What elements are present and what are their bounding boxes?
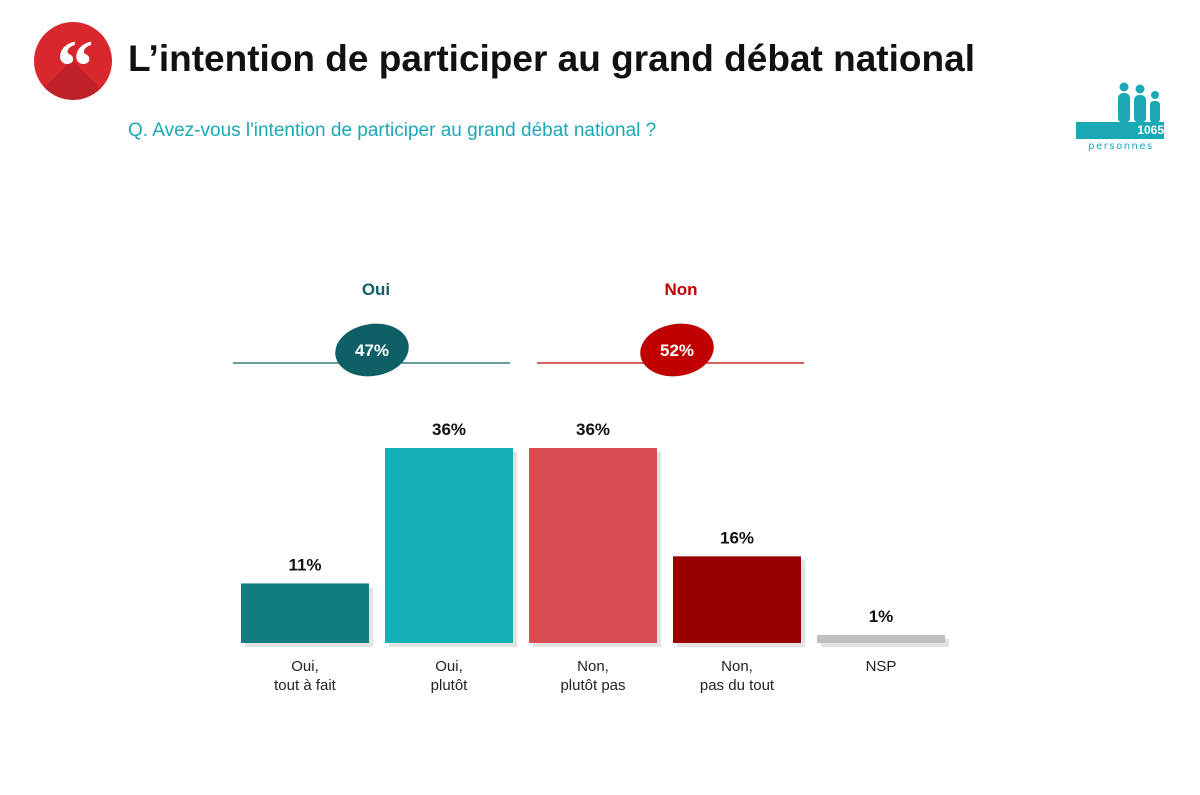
category-label: Non, — [721, 658, 753, 675]
sample-unit: personnes — [1088, 141, 1154, 152]
value-label: 16% — [720, 528, 754, 547]
value-label: 36% — [576, 420, 610, 439]
bar-4 — [673, 556, 801, 643]
category-label: tout à fait — [274, 677, 337, 694]
category-label: Oui, — [435, 658, 463, 675]
quote-badge: “ — [34, 22, 112, 100]
value-label: 36% — [432, 420, 466, 439]
group-total-badge-oui — [335, 323, 409, 377]
quote-mark-icon: “ — [56, 26, 94, 100]
value-label: 11% — [288, 555, 321, 574]
category-label: pas du tout — [700, 677, 775, 694]
category-label: NSP — [866, 658, 897, 675]
group-total-oui: 47% — [355, 341, 389, 360]
people-group-icon — [1076, 82, 1164, 139]
group-total-non: 52% — [660, 341, 694, 360]
page-title: L’intention de participer au grand débat… — [128, 38, 975, 79]
group-total-badge-non — [640, 323, 714, 377]
category-label: plutôt pas — [560, 677, 625, 694]
group-label-oui: Oui — [362, 280, 390, 299]
bar-5 — [817, 635, 945, 643]
bar-2 — [385, 448, 513, 643]
category-label: Oui, — [291, 658, 319, 675]
group-label-non: Non — [664, 280, 697, 299]
bar-3 — [529, 448, 657, 643]
value-label: 1% — [869, 607, 894, 626]
sample-count: 1065 — [1137, 123, 1164, 137]
category-label: plutôt — [431, 677, 469, 694]
category-label: Non, — [577, 658, 609, 675]
question-subtitle: Q. Avez-vous l'intention de participer a… — [128, 120, 657, 141]
bar-1 — [241, 583, 369, 643]
